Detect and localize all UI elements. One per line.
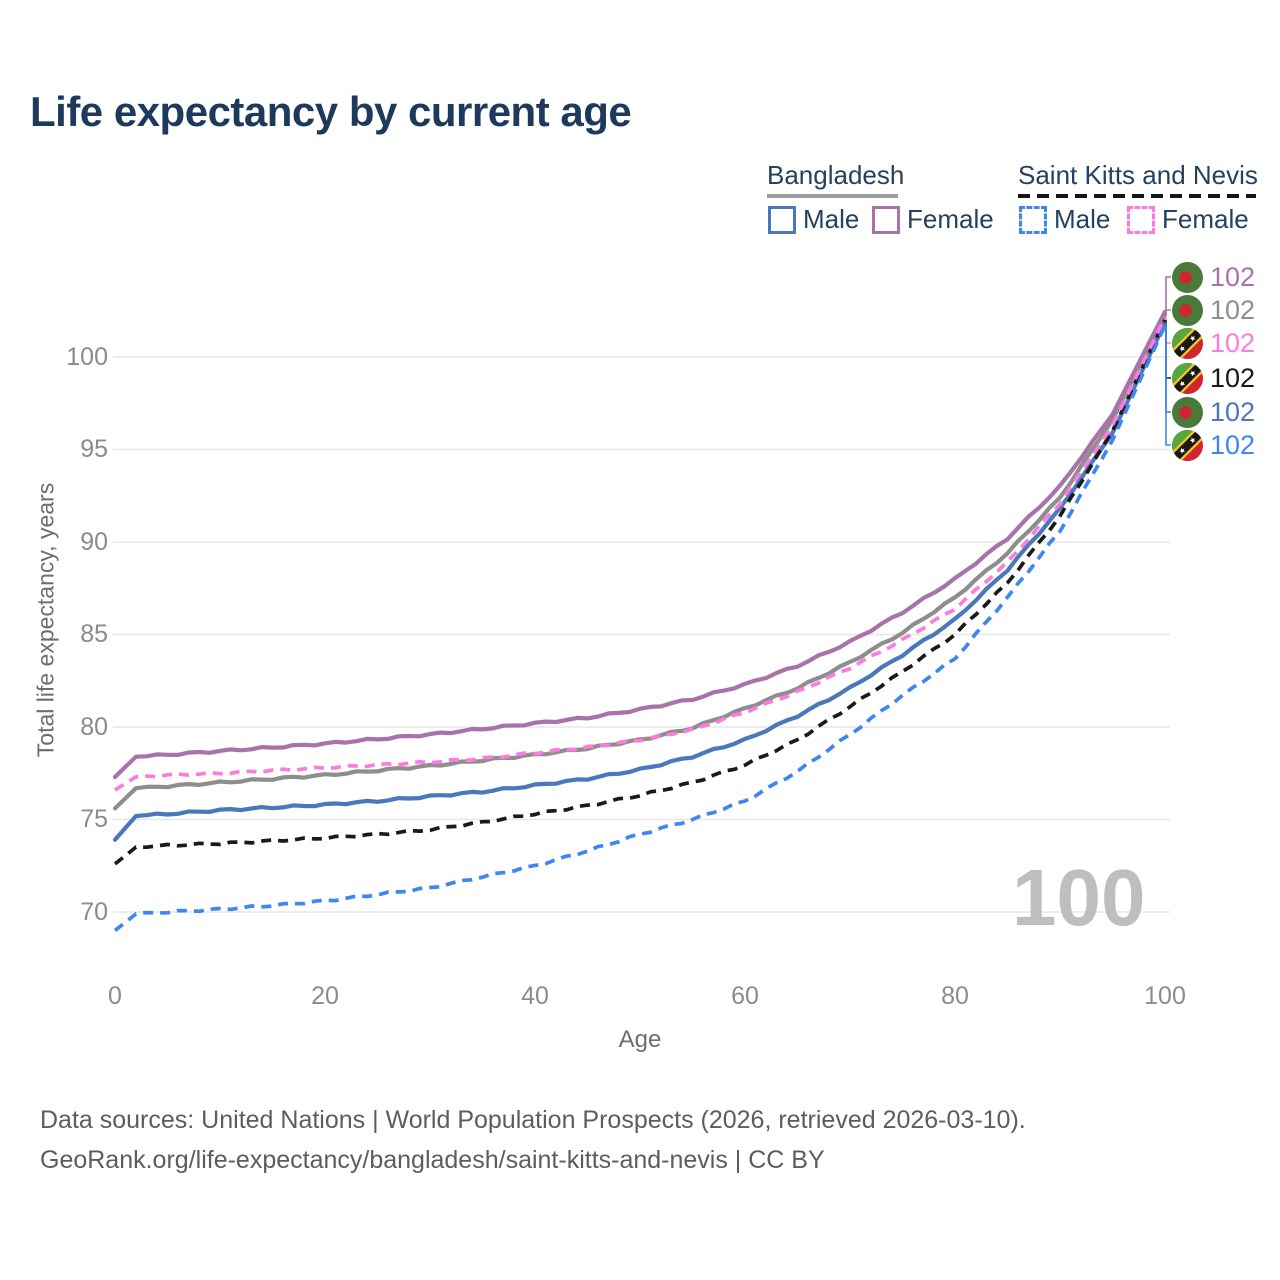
x-tick-0: 0 [108,982,122,1010]
y-tick-100: 100 [66,343,108,371]
footer-attribution: GeoRank.org/life-expectancy/bangladesh/s… [40,1146,825,1174]
x-tick-80: 80 [941,982,969,1010]
end-value-label: 102 [1210,396,1256,427]
end-label-row: 102 [1172,293,1255,327]
legend-underline-bangladesh [767,194,898,198]
footer-data-sources: Data sources: United Nations | World Pop… [40,1106,1026,1134]
legend-item-skn-male: Male [1019,204,1110,235]
legend-item-label: Male [803,204,860,234]
bangladesh-flag-icon [1172,261,1203,293]
end-label-row: 102 [1172,395,1255,429]
bangladesh-female-swatch-icon [872,205,900,234]
skn-male-swatch-icon [1019,205,1047,234]
bangladesh-flag-icon [1172,294,1203,326]
saint-kitts-nevis-flag-icon [1172,362,1203,394]
end-label-row: 102 [1172,361,1255,395]
x-axis-title: Age [618,1026,662,1053]
bangladesh-male-swatch-icon [768,205,796,234]
legend-item-skn-female: Female [1127,204,1249,235]
legend-item-label: Female [1162,204,1249,234]
end-value-label: 102 [1210,294,1256,325]
legend-item-label: Female [907,204,994,234]
y-axis-title: Total life expectancy, years [32,482,59,758]
legend-group-saint-kitts-and-nevis: Saint Kitts and Nevis [1018,160,1258,190]
end-value-label: 102 [1210,327,1256,358]
y-tick-70: 70 [80,898,108,926]
y-tick-90: 90 [80,528,108,556]
end-label-row: 102 [1172,428,1255,462]
y-tick-85: 85 [80,620,108,648]
x-tick-60: 60 [731,982,759,1010]
legend-group-bangladesh: Bangladesh [767,160,905,190]
legend-item-bangladesh-male: Male [768,204,859,235]
saint-kitts-nevis-flag-icon [1172,429,1203,461]
y-tick-80: 80 [80,713,108,741]
end-value-label: 102 [1210,429,1256,460]
y-tick-75: 75 [80,805,108,833]
chart-title: Life expectancy by current age [30,88,632,135]
x-tick-100: 100 [1144,982,1186,1010]
legend-underline-saint-kitts-and-nevis [1018,194,1256,198]
x-tick-20: 20 [311,982,339,1010]
bangladesh-flag-icon [1172,396,1203,428]
age-watermark: 100 [1012,853,1146,942]
x-tick-40: 40 [521,982,549,1010]
y-tick-95: 95 [80,435,108,463]
legend-item-label: Male [1054,204,1111,234]
saint-kitts-nevis-flag-icon [1172,327,1203,359]
legend-item-bangladesh-female: Female [872,204,994,235]
end-label-row: 102 [1172,326,1255,360]
end-value-label: 102 [1210,261,1256,292]
end-value-label: 102 [1210,362,1256,393]
skn-female-swatch-icon [1127,205,1155,234]
end-label-row: 102 [1172,260,1255,294]
